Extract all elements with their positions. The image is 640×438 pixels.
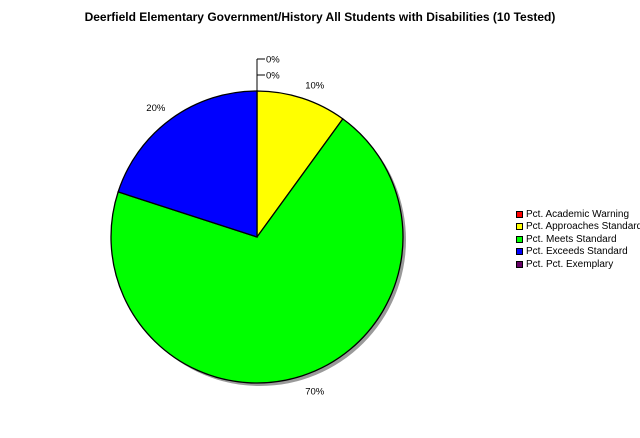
slice-label-pct-exemplary: 0%: [266, 71, 280, 82]
slice-label-approaches-standard: 10%: [305, 81, 325, 92]
legend-label: Pct. Meets Standard: [526, 233, 617, 245]
legend-label: Pct. Pct. Exemplary: [526, 258, 614, 270]
legend-swatch-meets-standard: [516, 235, 523, 243]
legend-item-exemplary: Pct. Pct. Exemplary: [516, 258, 640, 271]
legend-swatch-exemplary: [516, 260, 523, 268]
legend-swatch-approaches-standard: [516, 223, 523, 231]
legend-item-exceeds-standard: Pct. Exceeds Standard: [516, 246, 640, 259]
legend-item-approaches-standard: Pct. Approaches Standard: [516, 221, 640, 234]
legend-item-meets-standard: Pct. Meets Standard: [516, 233, 640, 246]
legend-swatch-exceeds-standard: [516, 248, 523, 256]
slice-label-academic-warning: 0%: [266, 55, 280, 66]
legend-label: Pct. Academic Warning: [526, 208, 630, 220]
legend-label: Pct. Approaches Standard: [526, 221, 640, 233]
slice-label-meets-standard: 70%: [305, 386, 325, 397]
slice-label-exceeds-standard: 20%: [146, 103, 166, 114]
legend-label: Pct. Exceeds Standard: [526, 246, 628, 258]
pie-slice-approaches-standard: [256, 90, 344, 240]
pie-slice-exceeds-standard: [117, 90, 258, 238]
chart-title: Deerfield Elementary Government/History …: [84, 10, 556, 24]
pie-slice-meets-standard: [110, 117, 404, 384]
legend: Pct. Academic Warning Pct. Approaches St…: [516, 208, 640, 271]
legend-item-academic-warning: Pct. Academic Warning: [516, 208, 640, 221]
legend-swatch-academic-warning: [516, 210, 523, 218]
